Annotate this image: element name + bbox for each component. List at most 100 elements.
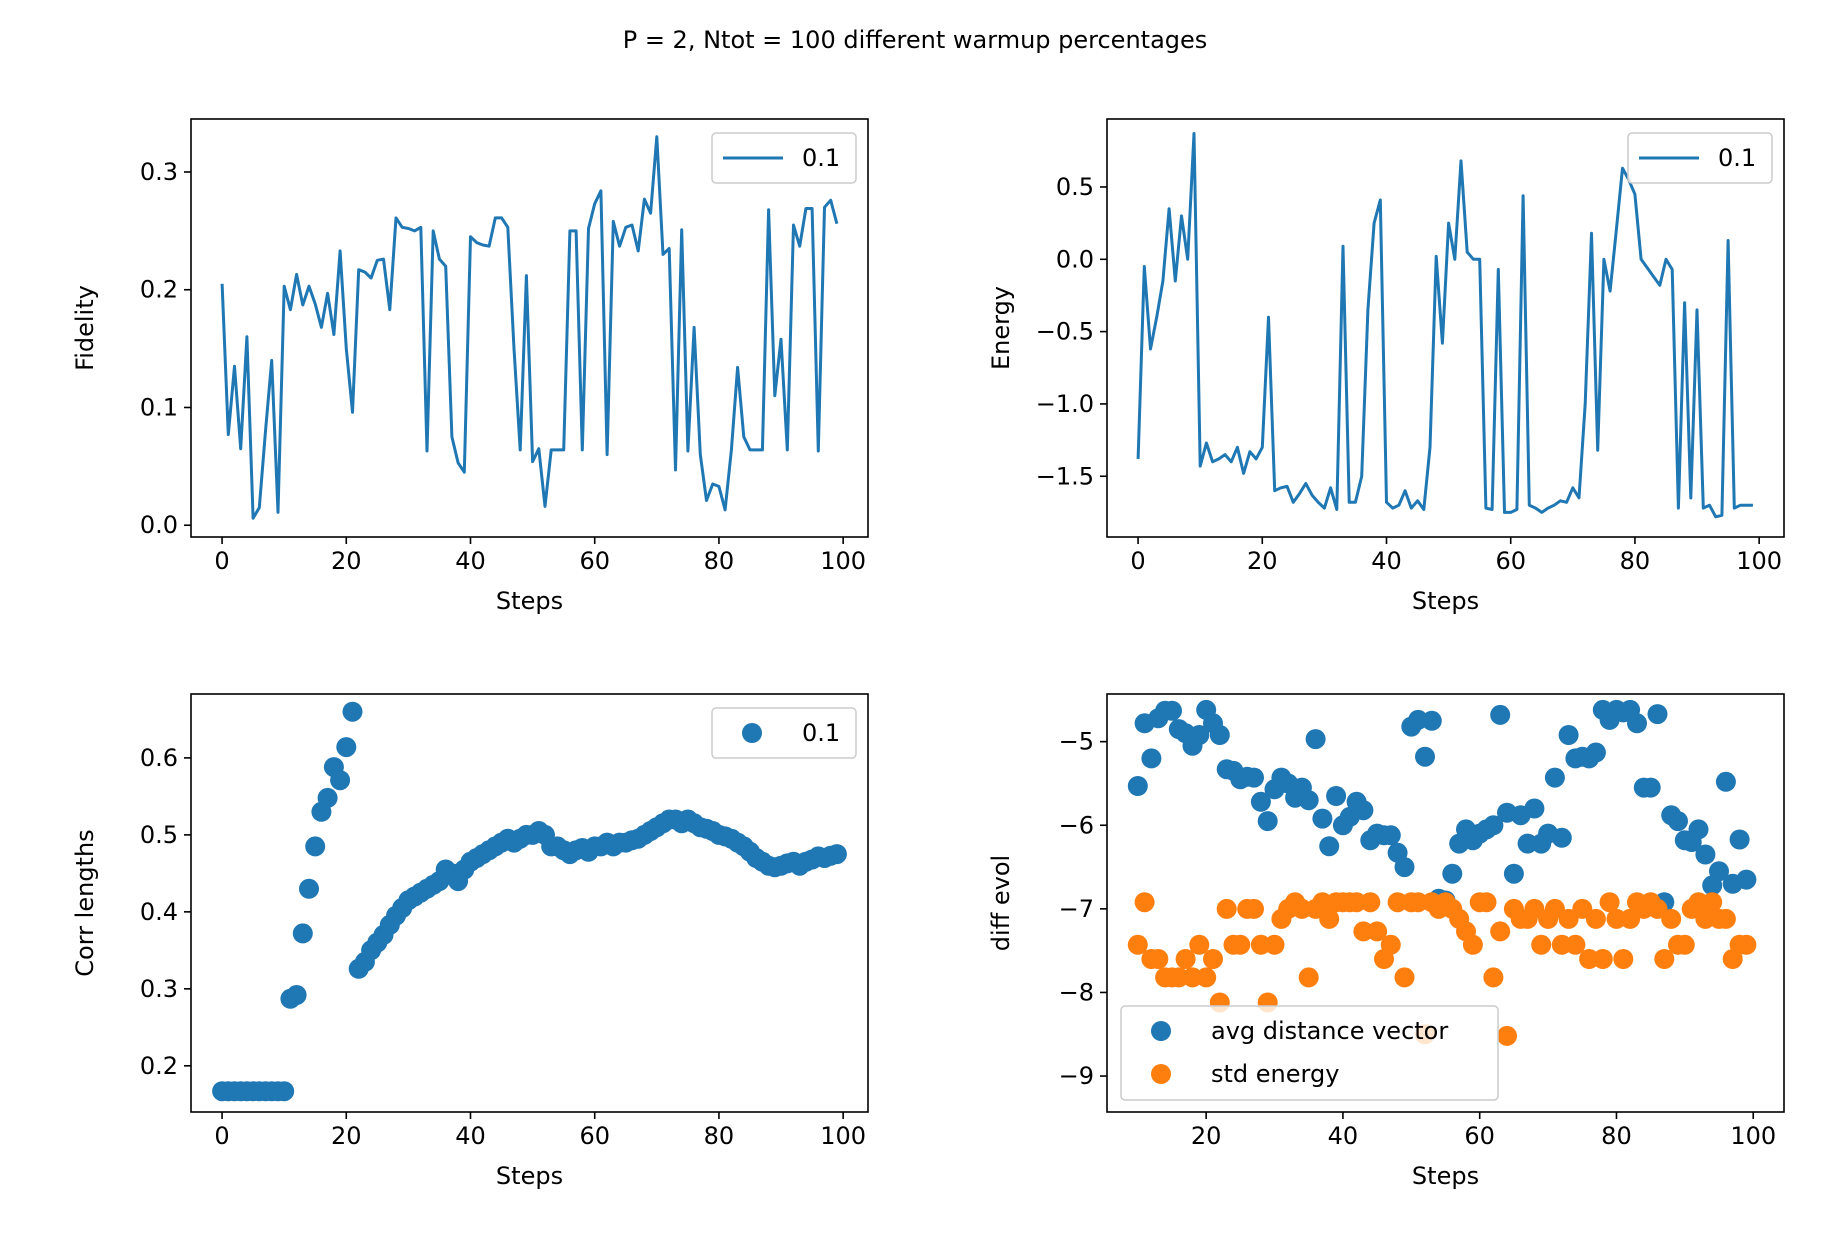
corr-lengths-ytick-label: 0.5 [140,821,178,849]
diff-evol-point [1148,949,1169,969]
corr-lengths-point [826,844,847,865]
corr-lengths-legend: 0.1 [711,707,857,759]
corr-lengths-ylabel: Corr lengths [71,829,99,976]
diff-evol-xtick-label: 80 [1601,1122,1632,1150]
diff-evol-point [1312,892,1333,913]
diff-evol-point [1503,863,1524,884]
diff-evol-point [1483,815,1504,836]
fidelity-ytick-label: 0.2 [140,276,178,304]
diff-evol-ytick-label: −5 [1059,728,1094,756]
energy-subplot: 0 20 40 60 80 100 0.5 0.0 −0.5 −1.0 −1.5 Steps Energ… [987,118,1785,615]
corr-lengths-point [317,787,338,808]
fidelity-xtick-label: 60 [579,547,610,575]
diff-evol-point [1380,934,1401,955]
diff-evol-point [1592,949,1613,969]
energy-ytick-label: −1.0 [1036,390,1094,418]
diff-evol-ytick-label: −6 [1059,811,1094,839]
diff-evol-subplot: 20 40 60 80 100 −5 −6 −7 −8 −9 Steps diff evol avg d… [987,693,1785,1190]
diff-evol-point [1524,798,1545,819]
energy-series-line [1136,132,1753,519]
diff-evol-ylabel: diff evol [987,855,1015,951]
energy-legend-label: 0.1 [1718,144,1756,172]
diff-evol-point [1647,898,1668,919]
diff-evol-ytick-label: −7 [1059,895,1094,923]
fidelity-legend-box [711,132,857,184]
diff-evol-point [1558,908,1579,929]
diff-evol-point [1250,791,1271,812]
diff-evol-point [1524,898,1545,919]
fidelity-data [220,135,839,520]
energy-xtick-label: 20 [1247,547,1278,575]
diff-evol-point [1353,921,1374,942]
diff-evol-xtick-label: 40 [1328,1122,1359,1150]
corr-lengths-xtick-label: 100 [820,1122,866,1150]
diff-evol-point [1298,967,1319,988]
diff-evol-point [1709,861,1729,882]
corr-lengths-ytick-label: 0.3 [140,975,178,1003]
corr-lengths-point [305,836,326,857]
diff-evol-point [1613,949,1634,969]
diff-evol-point [1476,892,1497,913]
corr-lengths-axes-frame [190,693,869,1113]
diff-evol-point [1462,934,1483,955]
diff-evol-point [1189,725,1210,745]
diff-evol-point [1654,949,1675,969]
corr-lengths-xtick-label: 60 [579,1122,610,1150]
figure-title: P = 2, Ntot = 100 different warmup perce… [623,26,1208,54]
diff-evol-point [1531,934,1552,955]
diff-evol-legend-label: avg distance vector [1211,1017,1448,1045]
diff-evol-point [1353,800,1374,821]
fidelity-xtick-label: 40 [455,547,486,575]
diff-evol-point [1565,934,1586,955]
diff-evol-point [1394,857,1415,878]
diff-evol-point [1627,713,1647,734]
corr-lengths-point [286,985,307,1005]
energy-xtick-label: 40 [1371,547,1402,575]
fidelity-legend-label: 0.1 [802,144,840,172]
diff-evol-point [1715,908,1736,929]
diff-evol-point [1640,777,1661,798]
diff-evol-point [1387,892,1408,913]
diff-evol-point [1305,729,1326,750]
corr-lengths-legend-swatch [742,723,762,743]
diff-evol-point [1736,934,1757,955]
corr-lengths-xlabel: Steps [496,1162,563,1190]
diff-evol-point [1230,934,1251,955]
diff-evol-point [1319,836,1340,857]
energy-data [1136,132,1753,519]
diff-evol-point [1585,742,1606,763]
diff-evol-point [1380,825,1401,846]
diff-evol-point [1490,704,1511,725]
corr-lengths-subplot: 0 20 40 60 80 100 0.2 0.3 0.4 0.5 0.6 Steps Corr len… [71,693,869,1190]
diff-evol-point [1688,819,1709,840]
fidelity-xlabel: Steps [496,587,563,615]
corr-lengths-legend-label: 0.1 [802,719,840,747]
diff-evol-point [1257,811,1278,832]
diff-evol-point [1312,808,1333,829]
diff-evol-point [1415,746,1435,767]
diff-evol-point [1189,934,1210,955]
corr-lengths-ytick-label: 0.6 [140,744,178,772]
diff-evol-xtick-label: 100 [1730,1122,1776,1150]
diff-evol-point [1367,921,1388,942]
diff-evol-point [1141,748,1162,769]
corr-lengths-xtick-label: 40 [455,1122,486,1150]
corr-lengths-xtick-label: 20 [331,1122,362,1150]
fidelity-xtick-label: 0 [214,547,229,575]
diff-evol-legend: avg distance vector std energy [1120,1005,1499,1101]
fidelity-ylabel: Fidelity [71,285,99,371]
diff-evol-point [1360,892,1381,913]
fidelity-ytick-label: 0.3 [140,158,178,186]
diff-evol-ytick-label: −8 [1059,978,1094,1006]
diff-evol-point [1421,710,1442,731]
fidelity-subplot: 0 20 40 60 80 100 0.0 0.1 0.2 0.3 Steps Fidelity 0.1 [71,118,869,615]
corr-lengths-point [336,737,357,758]
diff-evol-point [1647,704,1668,725]
diff-evol-legend-swatch [1151,1064,1171,1084]
energy-legend-box [1627,132,1773,184]
energy-ytick-label: 0.5 [1056,173,1094,201]
diff-evol-point [1729,829,1750,850]
diff-evol-point [1544,767,1565,788]
diff-evol-legend-box [1120,1005,1499,1101]
diff-evol-point [1442,863,1463,884]
